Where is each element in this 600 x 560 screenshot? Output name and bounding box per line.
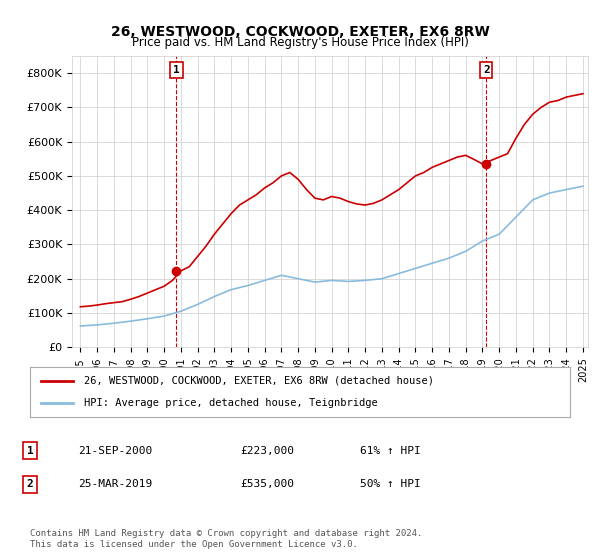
Text: 2: 2 xyxy=(26,479,34,489)
Text: 25-MAR-2019: 25-MAR-2019 xyxy=(78,479,152,489)
Text: 26, WESTWOOD, COCKWOOD, EXETER, EX6 8RW: 26, WESTWOOD, COCKWOOD, EXETER, EX6 8RW xyxy=(110,25,490,39)
Text: Price paid vs. HM Land Registry's House Price Index (HPI): Price paid vs. HM Land Registry's House … xyxy=(131,36,469,49)
Text: 1: 1 xyxy=(26,446,34,456)
Text: 1: 1 xyxy=(173,65,180,74)
Text: 2: 2 xyxy=(483,65,490,74)
Text: £223,000: £223,000 xyxy=(240,446,294,456)
Text: Contains HM Land Registry data © Crown copyright and database right 2024.
This d: Contains HM Land Registry data © Crown c… xyxy=(30,529,422,549)
Text: HPI: Average price, detached house, Teignbridge: HPI: Average price, detached house, Teig… xyxy=(84,398,378,408)
Text: 50% ↑ HPI: 50% ↑ HPI xyxy=(360,479,421,489)
Text: 21-SEP-2000: 21-SEP-2000 xyxy=(78,446,152,456)
Text: 26, WESTWOOD, COCKWOOD, EXETER, EX6 8RW (detached house): 26, WESTWOOD, COCKWOOD, EXETER, EX6 8RW … xyxy=(84,376,434,386)
Text: £535,000: £535,000 xyxy=(240,479,294,489)
Text: 61% ↑ HPI: 61% ↑ HPI xyxy=(360,446,421,456)
